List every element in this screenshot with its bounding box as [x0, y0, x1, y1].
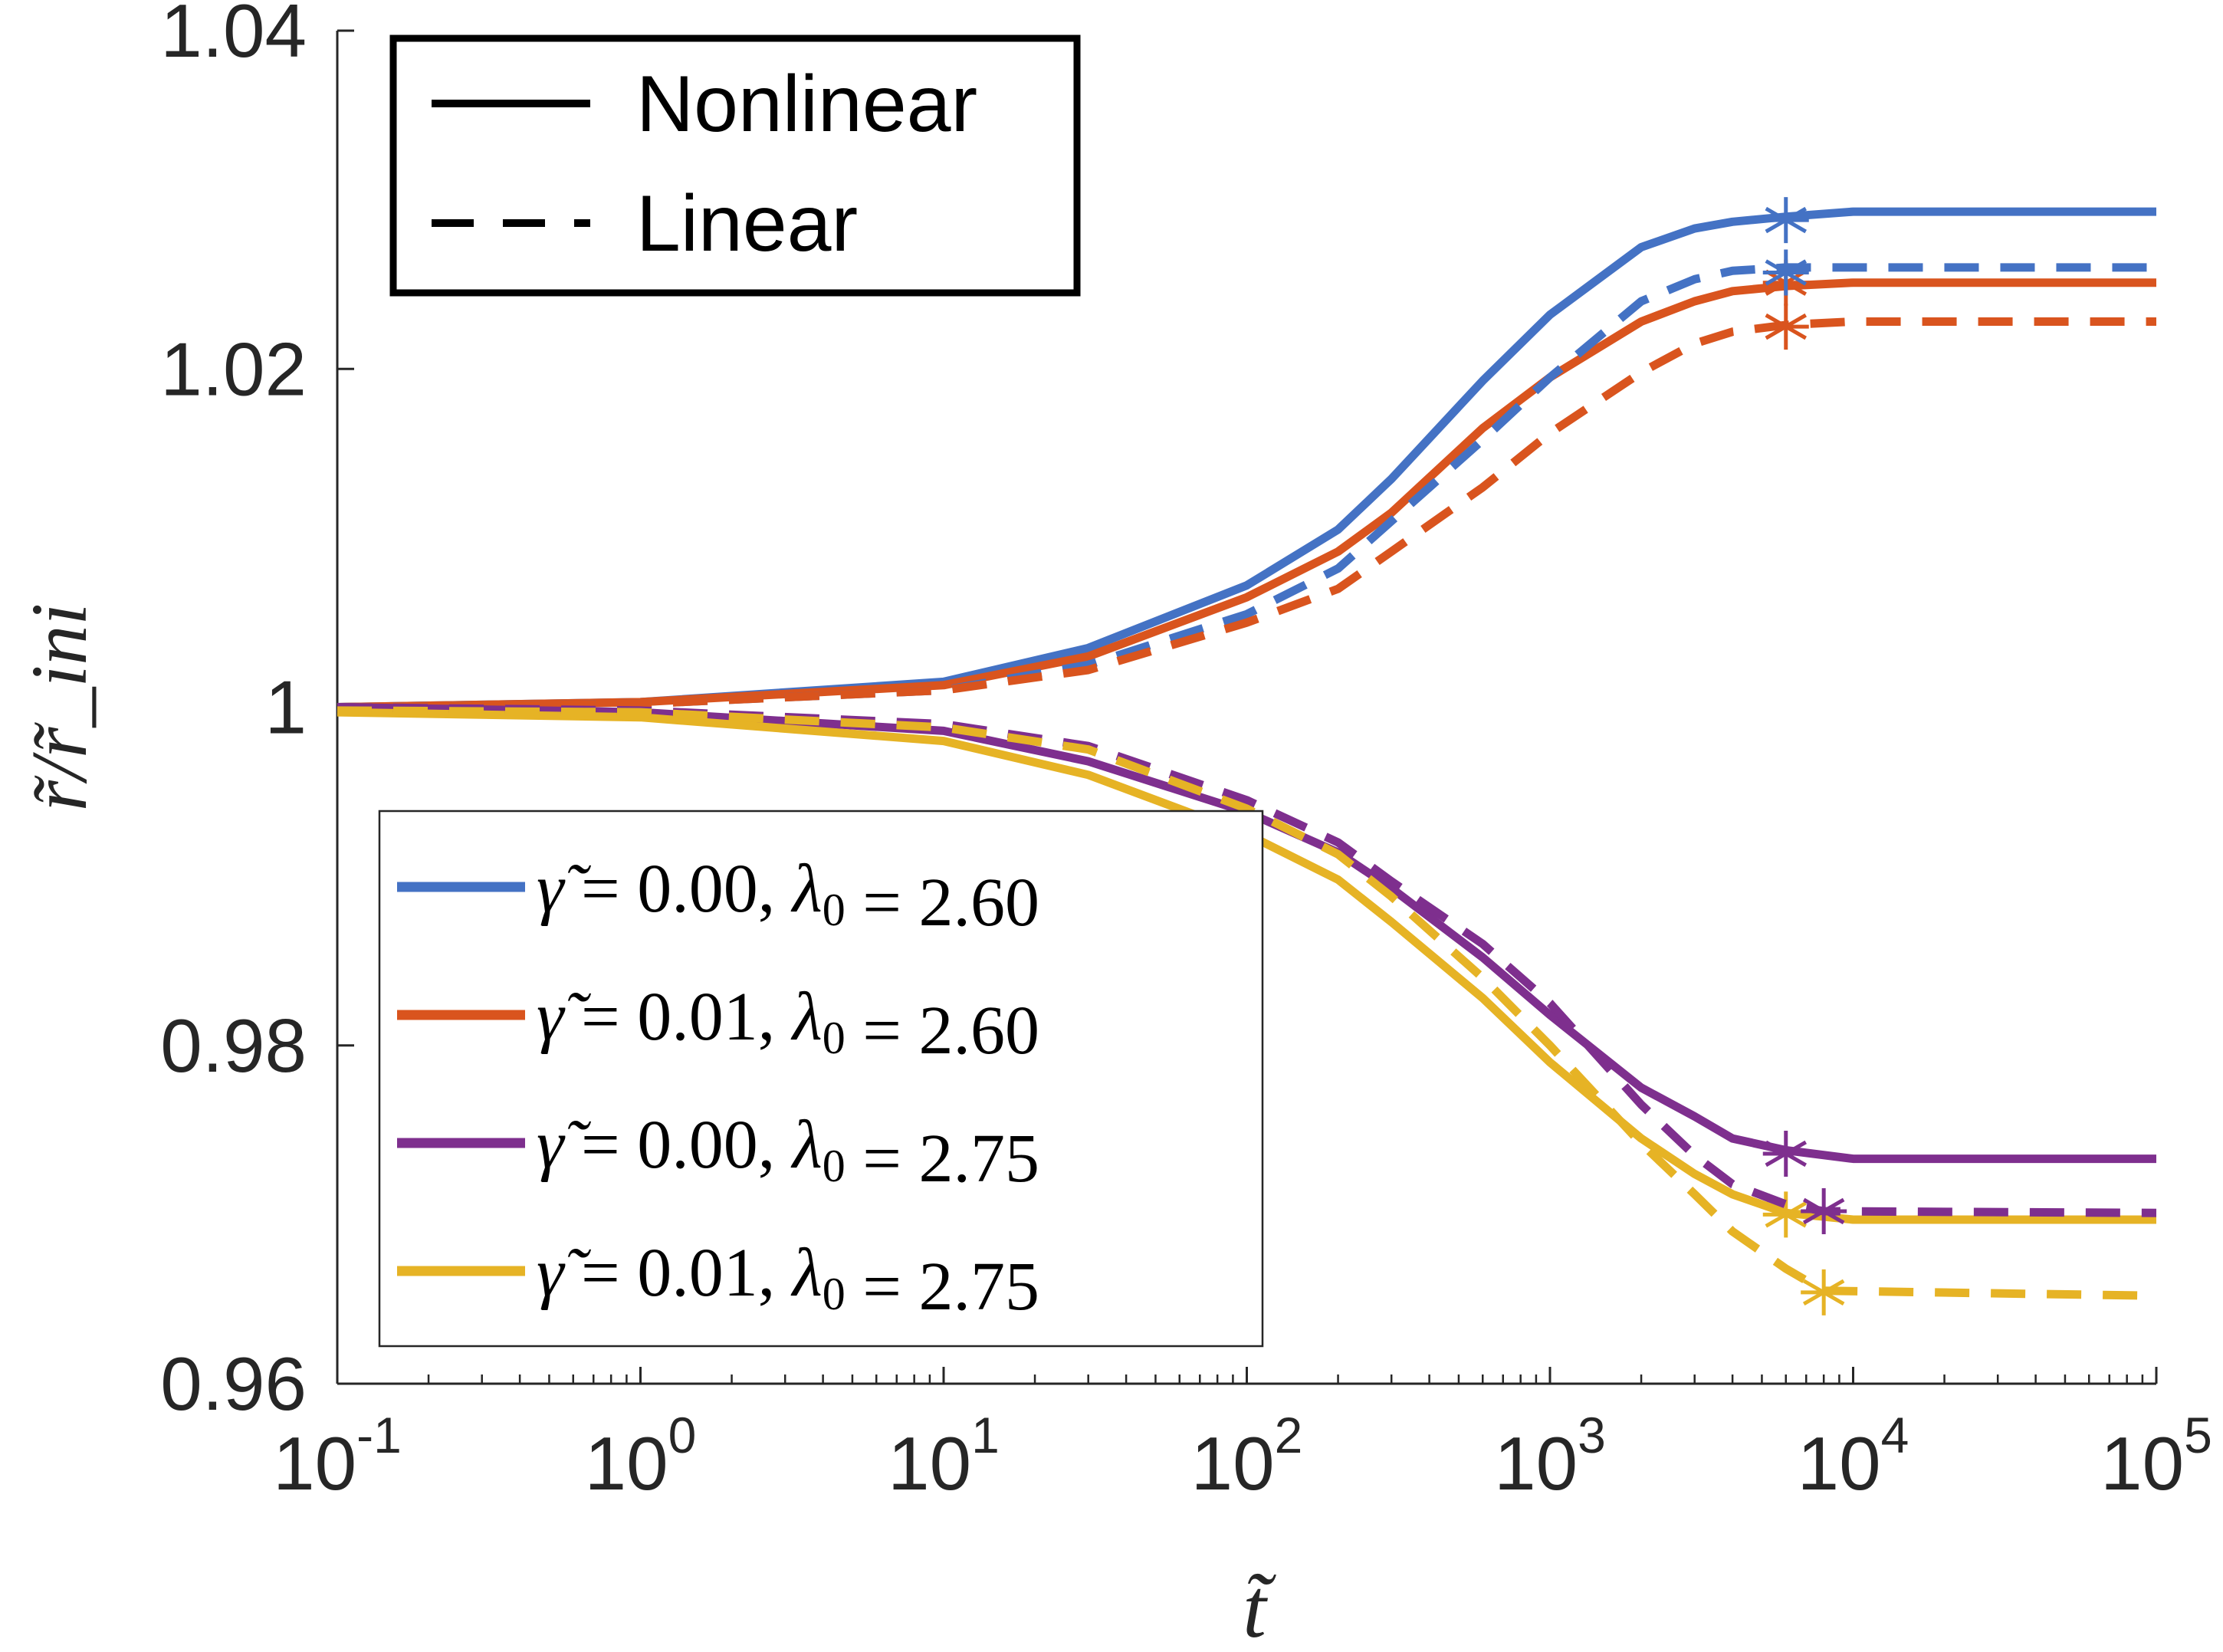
style-legend: Nonlinear Linear	[389, 34, 1081, 297]
style-legend-box	[389, 34, 1081, 297]
x-tick-label: 101	[888, 1407, 1000, 1506]
series-line-nonlinear-4	[337, 703, 2156, 1164]
y-tick-label: 0.96	[160, 1342, 307, 1426]
asterisk-marker	[1762, 1191, 1809, 1238]
plot-area	[337, 197, 2157, 1315]
y-tick-label: 1	[264, 665, 307, 750]
asterisk-marker	[1762, 197, 1809, 244]
series-line-nonlinear-1	[337, 278, 2156, 711]
x-tick-label: 102	[1191, 1407, 1303, 1506]
series-legend-label: γ̃ = 0.01, λ0 = 2.75	[537, 1235, 1039, 1325]
series-line-linear-3	[337, 317, 2156, 711]
y-tick-label: 1.04	[160, 0, 307, 73]
series-line-linear-2	[337, 263, 2156, 711]
x-tick-label: 104	[1798, 1407, 1909, 1506]
style-legend-label: Nonlinear	[636, 60, 977, 149]
x-axis-label: t̃	[1243, 1562, 1276, 1652]
series-line-linear-6	[337, 703, 2157, 1217]
series-legend-label: γ̃ = 0.00, λ0 = 2.60	[537, 851, 1039, 941]
x-tick-label: 105	[2100, 1407, 2212, 1506]
series-legend-label: γ̃ = 0.00, λ0 = 2.75	[537, 1107, 1039, 1197]
asterisk-marker	[1801, 1269, 1847, 1315]
x-tick-label: 103	[1494, 1407, 1606, 1506]
x-tick-label: 100	[585, 1407, 697, 1506]
asterisk-marker	[1801, 1187, 1847, 1234]
style-legend-label: Linear	[636, 179, 858, 268]
x-tick-label: 10-1	[273, 1407, 402, 1506]
series-line-nonlinear-5	[337, 708, 2156, 1224]
y-tick-label: 1.02	[160, 327, 307, 411]
y-tick-label: 0.98	[160, 1003, 307, 1088]
asterisk-marker	[1762, 304, 1809, 350]
series-legend-box	[378, 810, 1264, 1348]
asterisk-marker	[1762, 1130, 1809, 1177]
axes: 10-1 100 101 102 103 104 105 0.96 0.98 1 1.02 1.04 t…	[15, 0, 2212, 1652]
series-legend: γ̃ = 0.00, λ0 = 2.60 γ̃ = 0.01, λ0 = 2.60…	[378, 810, 1264, 1348]
series-legend-label: γ̃ = 0.01, λ0 = 2.60	[537, 979, 1039, 1069]
y-axis-label: r̃/r̃_ini	[15, 603, 103, 812]
asterisk-marker	[1762, 249, 1809, 296]
